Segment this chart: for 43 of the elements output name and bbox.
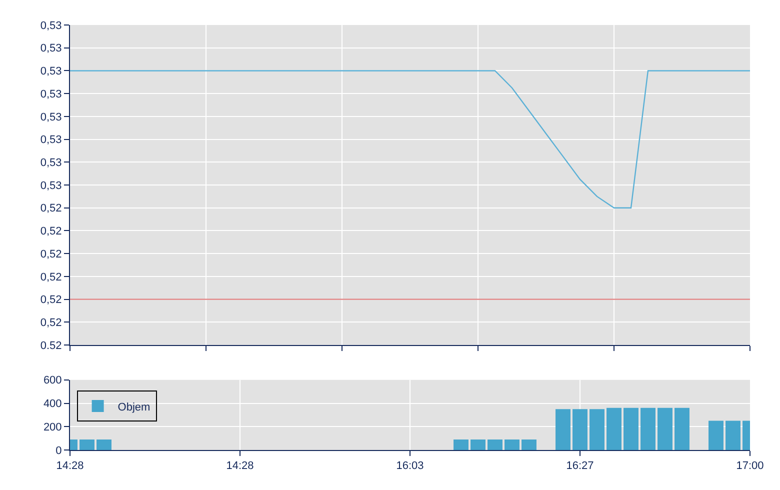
bar	[488, 439, 502, 450]
bar	[504, 439, 520, 450]
y-tick-label: 0,53	[40, 134, 62, 146]
bar	[454, 439, 468, 450]
bar	[522, 439, 536, 450]
y-tick-label: 0,53	[40, 42, 62, 55]
y-tick-label: 0,53	[40, 180, 62, 192]
bar	[606, 408, 622, 450]
y-tick-label: 0	[56, 444, 62, 457]
y-tick-label: 0,52	[40, 226, 62, 238]
x-tick-label: 17:00	[736, 460, 764, 472]
bar	[674, 408, 690, 450]
bar	[658, 408, 672, 450]
y-tick-label: 0,52	[40, 202, 62, 215]
x-tick-label: 16:27	[566, 460, 594, 472]
y-tick-label: 0,53	[40, 88, 62, 100]
legend-label: Objem	[118, 401, 150, 414]
bar	[640, 408, 656, 450]
bar	[80, 439, 94, 450]
y-tick-label: 0,53	[40, 157, 62, 169]
y-tick-label: 0,52	[40, 294, 62, 306]
y-tick-label: 0,52	[40, 248, 62, 260]
y-tick-label: 400	[43, 398, 62, 410]
bar	[572, 409, 588, 450]
x-tick-label: 14:28	[226, 460, 254, 472]
y-tick-label: 0.52	[40, 340, 62, 352]
bar	[556, 409, 570, 450]
x-tick-label: 16:03	[396, 460, 424, 472]
y-tick-label: 0,52	[40, 317, 62, 330]
y-tick-label: 600	[43, 374, 62, 387]
bar	[590, 409, 604, 450]
bar	[708, 420, 724, 450]
bar	[470, 439, 486, 450]
y-tick-label: 0,52	[40, 271, 62, 284]
line-series	[70, 70, 750, 208]
bar	[726, 420, 740, 450]
y-tick-label: 200	[43, 421, 62, 434]
y-tick-label: 0,53	[40, 66, 62, 78]
x-tick-label: 14:28	[56, 460, 84, 472]
bar	[96, 439, 112, 450]
y-tick-label: 0,53	[40, 111, 62, 124]
y-tick-label: 0,53	[40, 20, 62, 32]
bar	[624, 408, 638, 450]
